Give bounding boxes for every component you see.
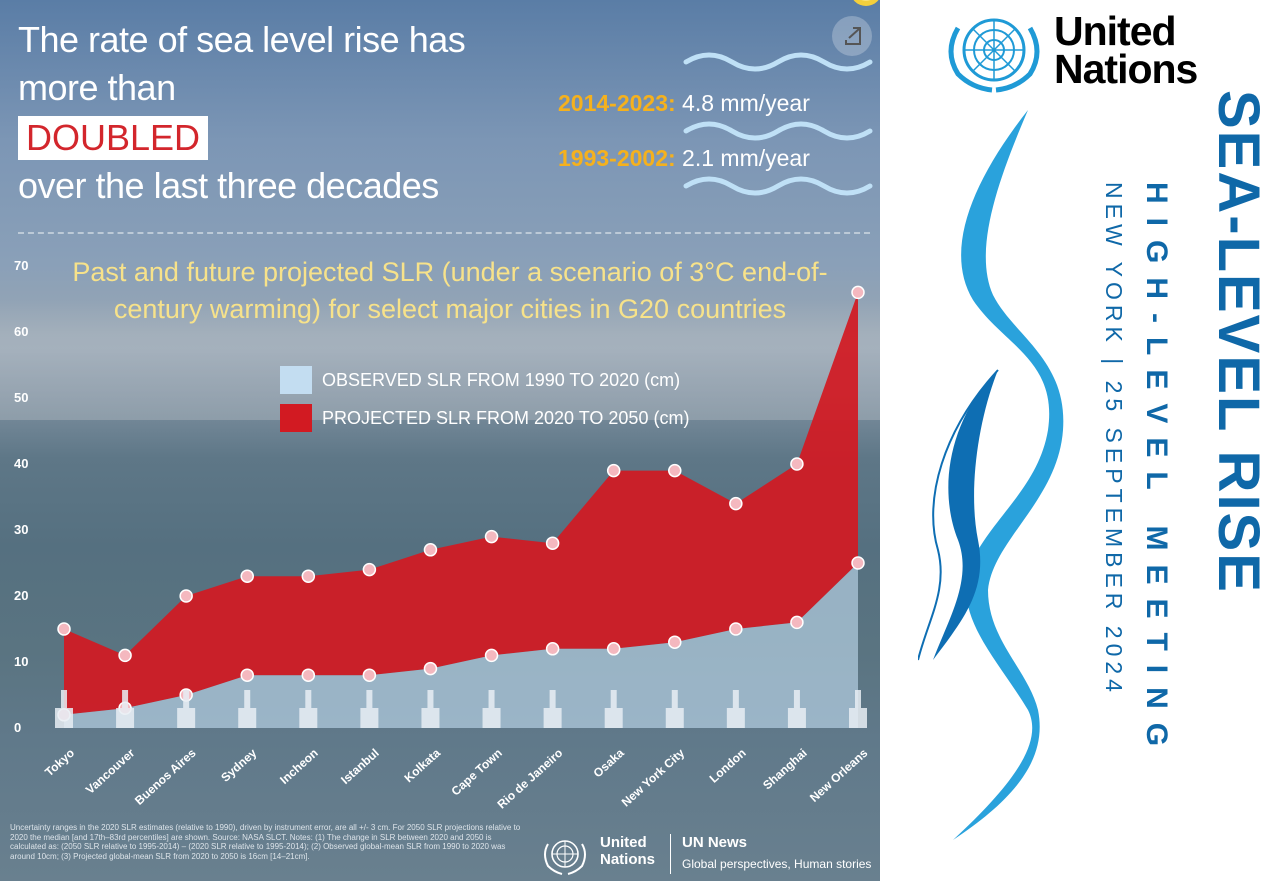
y-tick-label: 10	[14, 654, 29, 669]
landmark-icon	[299, 690, 318, 728]
y-tick-label: 40	[14, 456, 29, 471]
footer-news-title: UN News	[682, 834, 748, 851]
un-org-name: United Nations	[1054, 8, 1198, 92]
landmark-icon	[726, 690, 745, 728]
footer-separator	[670, 834, 671, 874]
un-emblem-icon	[944, 10, 1044, 98]
y-tick-label: 20	[14, 588, 29, 603]
chart-title: Past and future projected SLR (under a s…	[72, 257, 828, 324]
y-tick-label: 60	[14, 324, 29, 339]
wave-decoration	[683, 52, 873, 196]
headline-line-2: more than	[18, 67, 176, 108]
legend-swatch-observed	[280, 366, 312, 394]
landmark-icon	[849, 690, 867, 728]
rate-early-value: 2.1 mm/year	[682, 145, 810, 171]
landmark-icon	[665, 690, 684, 728]
background-skyline	[0, 300, 880, 420]
chart-plot	[55, 285, 867, 728]
landmark-icon	[116, 690, 135, 728]
landmark-icon	[543, 690, 562, 728]
y-tick-label: 30	[14, 522, 29, 537]
legend-swatch-projected	[280, 404, 312, 432]
legend-label-observed: OBSERVED SLR FROM 1990 TO 2020 (cm)	[322, 370, 681, 390]
point-projected	[362, 562, 377, 577]
un-org-name-line2: Nations	[1054, 46, 1198, 92]
point-projected	[179, 589, 193, 603]
rate-early: 1993-2002: 2.1 mm/year	[558, 145, 810, 172]
wave-graphic	[918, 110, 1064, 840]
sun-icon	[838, 0, 880, 20]
infographic-panel: The rate of sea level rise has more than…	[0, 0, 880, 881]
footer-news-tagline: Global perspectives, Human stories	[682, 857, 872, 871]
point-projected	[423, 543, 438, 557]
landmark-icon	[787, 690, 806, 728]
headline-line-4: over the last three decades	[18, 165, 439, 206]
point-observed	[240, 668, 254, 682]
event-title: SEA-LEVEL RISE	[1206, 90, 1271, 594]
point-observed	[484, 648, 499, 663]
point-projected	[545, 536, 560, 550]
headline-emphasis: DOUBLED	[18, 116, 209, 160]
landmark-icon	[177, 690, 196, 728]
point-projected	[484, 529, 499, 544]
landmark-icon	[55, 690, 73, 728]
landmark-icon	[238, 690, 257, 728]
share-icon[interactable]	[832, 16, 872, 56]
rate-early-period: 1993-2002:	[558, 145, 676, 171]
point-projected	[790, 457, 804, 471]
point-projected	[668, 463, 682, 478]
point-projected	[240, 569, 254, 583]
y-tick-label: 0	[14, 720, 22, 735]
y-tick-label: 70	[14, 258, 29, 273]
event-subtitle: HIGH-LEVEL MEETING	[1140, 182, 1173, 761]
point-observed	[668, 635, 682, 649]
footnote: Uncertainty ranges in the 2020 SLR estim…	[10, 823, 521, 861]
rate-recent-period: 2014-2023:	[558, 90, 676, 116]
landmark-icon	[482, 690, 501, 728]
rate-recent-value: 4.8 mm/year	[682, 90, 810, 116]
rate-recent: 2014-2023: 4.8 mm/year	[558, 90, 810, 117]
un-emblem-icon	[540, 832, 590, 880]
un-org-name-line1: United	[1054, 8, 1177, 54]
landmark-icon	[604, 690, 623, 728]
section-divider	[18, 232, 870, 234]
point-observed	[790, 615, 804, 630]
point-observed	[301, 668, 316, 682]
series-area-projected	[64, 292, 858, 715]
y-tick-label: 50	[14, 390, 29, 405]
point-observed	[606, 642, 621, 656]
point-observed	[729, 622, 743, 636]
landmark-icon	[421, 690, 440, 728]
point-projected	[118, 648, 132, 663]
legend-label-projected: PROJECTED SLR FROM 2020 TO 2050 (cm)	[322, 408, 690, 428]
headline-line-1: The rate of sea level rise has	[18, 19, 466, 60]
point-observed	[545, 642, 560, 656]
event-place-date: NEW YORK | 25 SEPTEMBER 2024	[1101, 182, 1127, 697]
point-projected	[57, 622, 71, 636]
footer-org-name: United Nations	[600, 834, 656, 868]
point-observed	[423, 661, 438, 676]
landmark-icon	[360, 690, 379, 728]
point-projected	[301, 569, 316, 583]
point-projected	[851, 285, 865, 300]
point-observed	[851, 556, 865, 570]
point-observed	[362, 668, 377, 682]
series-area-observed	[64, 563, 858, 728]
point-projected	[606, 463, 621, 478]
point-projected	[729, 496, 743, 511]
